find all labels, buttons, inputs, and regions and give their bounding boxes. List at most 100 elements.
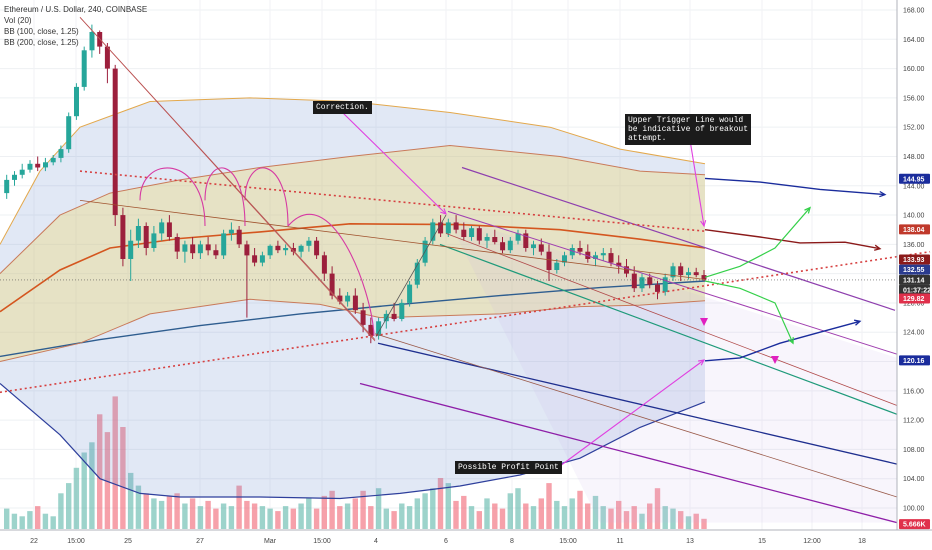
- volume-bar: [631, 506, 637, 529]
- indicator-bb200[interactable]: BB (200, close, 1.25): [4, 38, 79, 47]
- price-tag-label: 132.55: [903, 267, 925, 274]
- volume-bar: [120, 427, 126, 529]
- x-tick-label: 15:00: [559, 538, 577, 545]
- signal-marker: [700, 318, 708, 326]
- candle-body: [159, 222, 165, 234]
- bb200-basis-line: [0, 280, 706, 358]
- y-tick-label: 140.00: [903, 213, 925, 220]
- candle-body: [655, 284, 660, 292]
- x-tick-label: 11: [616, 538, 623, 545]
- projection-lower-blue-head: [853, 319, 862, 326]
- candle-body: [283, 248, 289, 251]
- candle-body: [143, 226, 149, 248]
- volume-bar: [104, 432, 111, 529]
- candle-body: [4, 179, 10, 194]
- candle-body: [507, 240, 513, 251]
- volume-bar: [468, 506, 475, 529]
- volume-bar: [189, 498, 196, 529]
- wave-arc: [244, 167, 289, 227]
- candle-body: [360, 310, 366, 325]
- projection-green-up: [704, 207, 811, 278]
- volume-bar: [337, 506, 343, 529]
- volume-bar: [538, 498, 544, 529]
- y-tick-label: 112.00: [903, 418, 924, 425]
- volume-bar: [4, 508, 10, 529]
- candle-body: [182, 244, 188, 252]
- candle-body: [678, 266, 684, 276]
- candle-body: [298, 245, 304, 252]
- volume-bar: [259, 506, 266, 529]
- volume-bar: [352, 498, 358, 529]
- wave-arc: [204, 167, 246, 227]
- indicator-bb100[interactable]: BB (100, close, 1.25): [4, 27, 79, 36]
- price-tag: [899, 284, 930, 295]
- y-tick-label: 168.00: [903, 8, 925, 15]
- projection-green-down: [704, 280, 794, 344]
- chart-grid: [0, 0, 897, 530]
- volume-bar: [685, 516, 692, 530]
- annotation-upper-trigger[interactable]: Upper Trigger Line would be indicative o…: [625, 114, 752, 145]
- y-tick-label: 116.00: [903, 388, 924, 395]
- volume-bar: [569, 498, 575, 529]
- candle-body: [500, 242, 506, 251]
- signal-marker: [771, 356, 779, 364]
- volume-bar: [406, 506, 413, 529]
- projection-upper-blue-head: [879, 190, 887, 198]
- volume-bar: [158, 500, 165, 529]
- chart-background: [0, 0, 897, 530]
- candle-body: [213, 250, 219, 256]
- price-tag-label: 01:37:22: [903, 287, 931, 294]
- candle-body: [43, 162, 48, 168]
- candle-body: [252, 255, 258, 263]
- volume-bar: [499, 508, 506, 529]
- profit-arrow: [559, 359, 705, 467]
- volume-bar: [197, 506, 204, 529]
- candle-body: [476, 228, 482, 241]
- volume-bar: [11, 513, 18, 529]
- candle-body: [686, 272, 691, 276]
- annotation-correction[interactable]: Correction.: [313, 101, 372, 114]
- candle-body: [58, 149, 64, 158]
- annotation-profit-point[interactable]: Possible Profit Point: [455, 461, 562, 474]
- indicator-volume[interactable]: Vol (20): [4, 16, 32, 25]
- candle-body: [546, 251, 552, 270]
- candle-body: [453, 222, 459, 230]
- volume-bar: [344, 503, 351, 529]
- symbol-title[interactable]: Ethereum / U.S. Dollar, 240, COINBASE: [4, 5, 148, 14]
- candle-body: [461, 229, 467, 237]
- volume-bar: [228, 506, 235, 529]
- pivot-line: [375, 214, 447, 337]
- candle-body: [562, 255, 567, 263]
- volume-bar: [27, 511, 33, 529]
- pitchfork-line: [374, 333, 898, 498]
- volume-bar: [383, 508, 389, 529]
- correction-arrow-head: [440, 208, 447, 215]
- y-tick-label: 156.00: [903, 95, 925, 102]
- time-axis[interactable]: 22 15:00 25 27 Mar 15:00 4 6 8 15:00 11 13 15 12:00 18: [0, 529, 932, 545]
- candle-body: [275, 245, 281, 251]
- candle-body: [66, 116, 72, 150]
- volume-bar: [554, 500, 560, 529]
- candle-body: [174, 237, 180, 252]
- projection-lower-blue: [704, 320, 861, 362]
- volume-bar: [461, 495, 467, 529]
- volume-bar: [507, 493, 513, 529]
- volume-bar: [97, 414, 103, 529]
- volume-bar: [701, 518, 707, 529]
- profit-arrow-head: [697, 359, 706, 366]
- x-tick-label: 12:00: [803, 538, 821, 545]
- volume-bar: [282, 506, 289, 529]
- y-tick-label: 136.00: [903, 242, 925, 249]
- candle-body: [531, 244, 536, 249]
- candle-body: [383, 313, 389, 322]
- volume-bar: [530, 506, 537, 529]
- candle-body: [662, 277, 668, 292]
- pitchfork-upper-line: [461, 166, 896, 311]
- price-tag-label: 138.04: [903, 227, 925, 234]
- volume-bar: [561, 506, 568, 529]
- candle-body: [50, 157, 56, 163]
- volume-bar: [112, 396, 118, 529]
- price-axis[interactable]: 168.00 164.00 160.00 156.00 152.00 148.00 144.…: [896, 0, 931, 530]
- x-tick-label: 6: [444, 538, 448, 545]
